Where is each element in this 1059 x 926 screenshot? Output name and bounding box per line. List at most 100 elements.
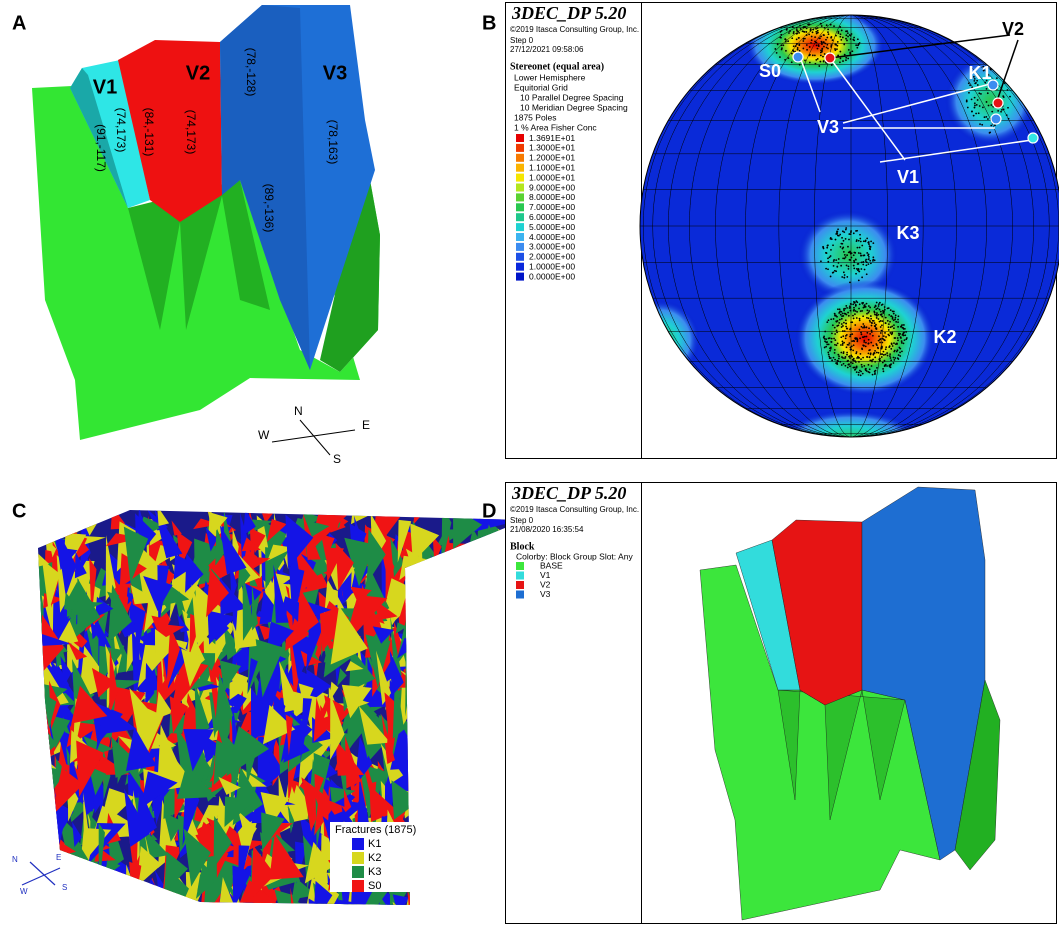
pole — [866, 252, 869, 254]
pole — [817, 44, 820, 46]
pole — [838, 308, 841, 311]
legend-label: K3 — [368, 866, 381, 878]
pole — [823, 26, 826, 29]
pole — [1000, 110, 1002, 113]
fracture — [300, 904, 318, 905]
pole — [877, 351, 880, 354]
pole — [901, 350, 903, 353]
pole — [852, 357, 855, 360]
colorby: Colorby: Block Group Slot: Any — [516, 551, 633, 561]
pole — [859, 374, 862, 377]
pole — [829, 347, 831, 350]
pole — [837, 32, 840, 35]
fracture — [424, 895, 442, 905]
pole — [853, 301, 856, 304]
pole — [842, 271, 845, 274]
pole — [825, 38, 827, 41]
pole — [976, 79, 979, 82]
pole — [834, 333, 837, 335]
fracture — [38, 885, 65, 905]
pole — [851, 333, 854, 336]
pole — [780, 48, 783, 51]
fracture — [434, 766, 449, 785]
pole — [816, 47, 819, 50]
fracture — [356, 902, 381, 905]
fracture — [216, 902, 236, 905]
legend-swatch — [516, 262, 524, 271]
fracture — [453, 510, 483, 550]
pole — [987, 104, 990, 107]
fracture — [97, 707, 137, 735]
fracture — [313, 697, 327, 742]
compass — [21, 861, 61, 886]
fracture — [274, 889, 301, 905]
pole — [902, 327, 905, 329]
pole — [893, 342, 895, 345]
fracture — [466, 861, 505, 873]
step: Step 0 — [510, 36, 534, 45]
pole — [860, 370, 862, 373]
fracture — [449, 777, 462, 814]
pole — [994, 124, 996, 127]
pole — [824, 42, 827, 45]
fracture — [102, 876, 126, 905]
pole — [842, 60, 844, 62]
fracture — [494, 630, 503, 676]
pole — [867, 263, 870, 266]
fracture — [431, 731, 453, 768]
pole — [848, 233, 851, 235]
fracture — [91, 667, 116, 698]
fracture — [487, 805, 498, 848]
pole — [816, 29, 819, 32]
compass-n: N — [294, 404, 303, 418]
fracture — [42, 793, 51, 838]
pole — [848, 342, 851, 345]
fracture — [330, 605, 368, 665]
pole — [810, 35, 813, 38]
fracture — [489, 893, 498, 905]
fracture — [289, 566, 305, 626]
pole — [849, 333, 852, 336]
pole — [853, 306, 855, 309]
pole — [802, 40, 805, 42]
fracture — [300, 650, 322, 667]
pole — [847, 265, 850, 268]
fracture — [484, 899, 500, 905]
fracture — [450, 716, 477, 778]
pole — [830, 340, 833, 343]
pole — [872, 256, 875, 259]
pole — [870, 341, 873, 344]
pole — [823, 346, 826, 349]
fracture — [486, 753, 494, 799]
fracture — [481, 839, 507, 867]
pole — [852, 264, 855, 267]
fracture — [458, 571, 480, 585]
fracture — [445, 804, 467, 816]
pole — [841, 342, 844, 345]
pole — [791, 37, 794, 40]
pole — [835, 259, 838, 262]
pole — [891, 317, 894, 320]
pole — [862, 263, 865, 266]
pointer-line — [799, 56, 821, 113]
pole — [863, 268, 866, 271]
pole — [837, 261, 840, 264]
pole — [863, 341, 866, 343]
pole — [889, 353, 891, 355]
legend-swatch — [516, 272, 524, 281]
pole — [893, 327, 895, 330]
fracture — [109, 647, 118, 717]
fracture — [476, 828, 492, 896]
fracture — [135, 787, 157, 844]
legend-swatch — [516, 134, 524, 142]
pole — [784, 58, 787, 61]
pole — [902, 324, 905, 326]
pointers — [799, 34, 1033, 163]
fracture — [440, 564, 466, 616]
pole — [892, 310, 895, 313]
fracture — [128, 894, 140, 905]
pole — [809, 28, 812, 31]
legend-title: Fractures (1875) — [335, 824, 416, 836]
fracture — [173, 554, 197, 580]
legend-swatch — [516, 571, 524, 580]
